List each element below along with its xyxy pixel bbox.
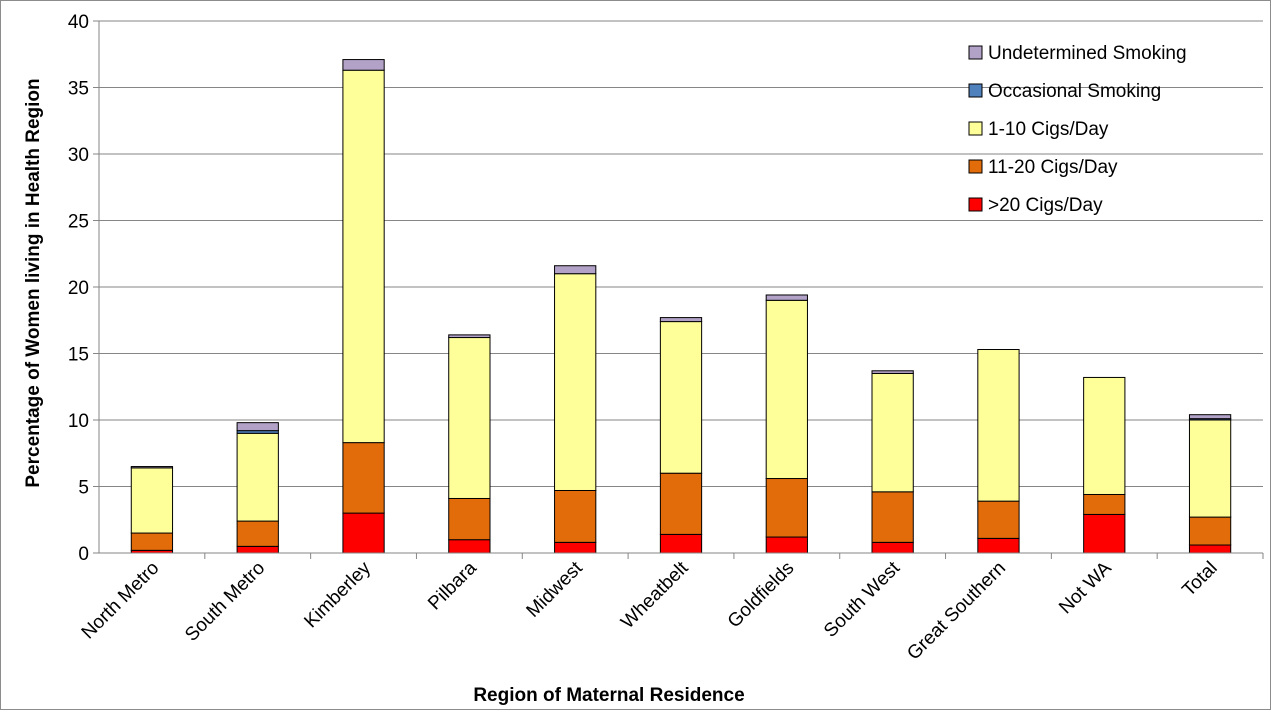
legend-label: Undetermined Smoking xyxy=(988,43,1187,64)
bar-segment xyxy=(1188,516,1232,546)
legend-swatch xyxy=(968,45,983,60)
bar-segment xyxy=(1188,414,1232,420)
y-tick-labels: 0 5 10 15 20 25 30 35 40 xyxy=(68,12,89,565)
y-tick-label: 20 xyxy=(68,278,89,299)
x-category-label: Not WA xyxy=(1055,557,1116,618)
bar-segment xyxy=(765,536,808,554)
y-axis-title: Percentage of Women living in Health Reg… xyxy=(23,78,44,487)
bar-segment xyxy=(342,442,385,514)
bar-segment xyxy=(659,321,703,474)
x-category-label: Goldfields xyxy=(724,558,799,633)
y-tick-label: 5 xyxy=(78,478,89,499)
x-category-label: North Metro xyxy=(78,558,164,644)
y-tick-label: 15 xyxy=(68,345,89,366)
bar-segment xyxy=(659,533,703,554)
bar-stack-wheatbelt xyxy=(659,317,703,554)
x-category-label: Kimberley xyxy=(300,557,375,632)
bar-stack-great-southern xyxy=(977,349,1020,554)
y-tick-label: 10 xyxy=(68,411,89,432)
bar-segment xyxy=(1083,493,1126,515)
bar-segment xyxy=(554,273,597,491)
bar-segment xyxy=(130,467,174,534)
legend-label: >20 Cigs/Day xyxy=(988,195,1103,216)
y-tick-label: 30 xyxy=(68,145,89,166)
legend-label: 1-10 Cigs/Day xyxy=(988,119,1109,140)
legend-label: 11-20 Cigs/Day xyxy=(988,157,1118,178)
legend-label: Occasional Smoking xyxy=(988,81,1161,102)
bar-segment xyxy=(448,334,491,339)
x-category-label: Pilbara xyxy=(424,557,481,614)
bar-segment xyxy=(130,532,174,551)
axes xyxy=(93,20,1264,559)
legend-swatch xyxy=(968,121,983,136)
bar-segment xyxy=(977,500,1020,539)
bar-segment xyxy=(765,299,808,480)
bar-stack-not-wa xyxy=(1083,376,1126,554)
bar-segment xyxy=(1188,419,1232,518)
bar-segment xyxy=(236,432,279,522)
bar-stack-total xyxy=(1188,414,1232,554)
bar-segment xyxy=(236,545,279,554)
bar-segment xyxy=(977,349,1020,502)
bar-segment xyxy=(977,537,1020,554)
bar-stack-south-metro xyxy=(236,422,279,554)
bar-segment xyxy=(236,520,279,547)
x-category-label: Total xyxy=(1178,558,1221,601)
bar-segment xyxy=(448,337,491,499)
x-axis-title: Region of Maternal Residence xyxy=(473,685,744,706)
bar-stack-south-west xyxy=(871,370,914,554)
x-category-label: South West xyxy=(820,557,905,642)
y-tick-label: 35 xyxy=(68,79,89,100)
bar-segment xyxy=(659,317,703,323)
bar-stack-goldfields xyxy=(765,294,808,554)
bar-segment xyxy=(342,69,385,444)
bar-stack-north-metro xyxy=(130,466,174,554)
bar-segment xyxy=(554,489,597,543)
bar-segment xyxy=(130,466,174,469)
bar-segment xyxy=(342,59,385,71)
x-category-label: Midwest xyxy=(523,557,588,622)
bar-stack-midwest xyxy=(554,265,597,554)
bar-segment xyxy=(554,265,597,275)
bar-segment xyxy=(1083,376,1126,495)
bar-segment xyxy=(765,294,808,301)
bar-segment xyxy=(342,512,385,554)
x-category-label: South Metro xyxy=(181,558,269,646)
bars xyxy=(130,59,1232,554)
y-tick-label: 0 xyxy=(78,544,89,565)
bar-stack-pilbara xyxy=(448,334,491,554)
y-tick-label: 25 xyxy=(68,212,89,233)
bar-segment xyxy=(448,497,491,541)
legend: Undetermined Smoking Occasional Smoking 1-… xyxy=(968,43,1187,216)
x-category-label: Wheatbelt xyxy=(617,557,693,633)
bar-segment xyxy=(554,541,597,554)
y-tick-label: 40 xyxy=(68,12,89,33)
legend-swatch xyxy=(968,197,983,212)
bar-segment xyxy=(1083,513,1126,554)
bar-segment xyxy=(448,539,491,554)
legend-swatch xyxy=(968,159,983,174)
bar-segment xyxy=(871,491,914,543)
bar-stack-kimberley xyxy=(342,59,385,554)
bar-segment xyxy=(1188,544,1232,554)
x-category-label: Great Southern xyxy=(903,558,1010,665)
bar-segment xyxy=(871,370,914,374)
bar-segment xyxy=(659,472,703,535)
bar-segment xyxy=(765,478,808,538)
bar-segment xyxy=(871,541,914,554)
bar-segment xyxy=(236,422,279,432)
bar-segment xyxy=(871,372,914,493)
legend-swatch xyxy=(968,83,983,98)
x-category-labels: North Metro South Metro Kimberley Pilbara Mi… xyxy=(78,557,1222,664)
